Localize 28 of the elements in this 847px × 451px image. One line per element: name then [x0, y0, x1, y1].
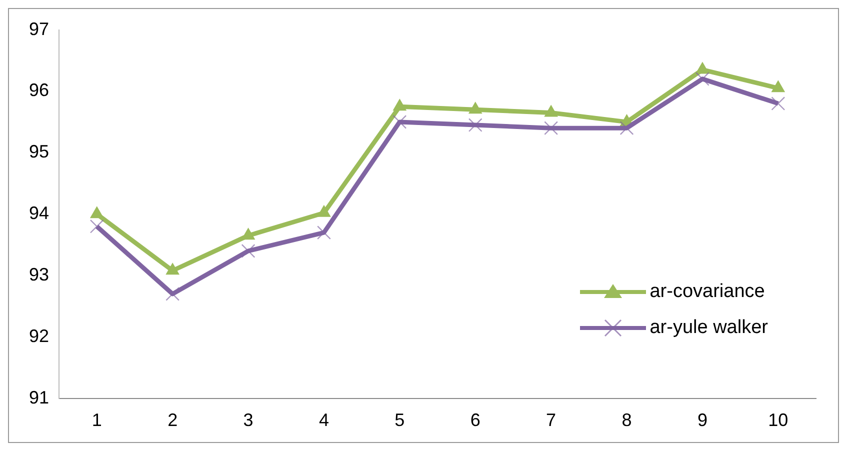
x-tick-label: 3	[243, 410, 254, 430]
x-tick-label: 7	[546, 410, 556, 430]
x-tick-label: 6	[470, 410, 480, 430]
x-tick-label: 1	[92, 410, 102, 430]
x-tick-label: 4	[318, 410, 329, 430]
point	[544, 105, 558, 117]
x-tick-label: 8	[622, 410, 632, 430]
y-tick-label: 91	[28, 387, 50, 408]
x-tick-label: 9	[697, 410, 708, 430]
y-tick-label: 96	[28, 80, 50, 100]
y-tick-label: 97	[28, 18, 50, 39]
y-tick-label: 94	[28, 203, 50, 224]
x-tick-label: 5	[394, 410, 405, 430]
point	[90, 206, 104, 218]
x-tick-label: 10	[768, 410, 788, 430]
x-tick-label: 2	[168, 410, 178, 430]
point	[242, 228, 255, 240]
point	[317, 205, 331, 217]
y-tick-label: 95	[28, 142, 50, 162]
point	[696, 62, 710, 74]
point	[166, 263, 180, 275]
legend-label: ar-yule walker	[650, 317, 768, 339]
point	[393, 99, 406, 111]
y-tick-label: 92	[28, 326, 50, 346]
y-tick-label: 93	[28, 264, 50, 284]
point	[468, 102, 482, 114]
point	[772, 80, 785, 92]
legend-label: ar-covariance	[650, 281, 765, 303]
